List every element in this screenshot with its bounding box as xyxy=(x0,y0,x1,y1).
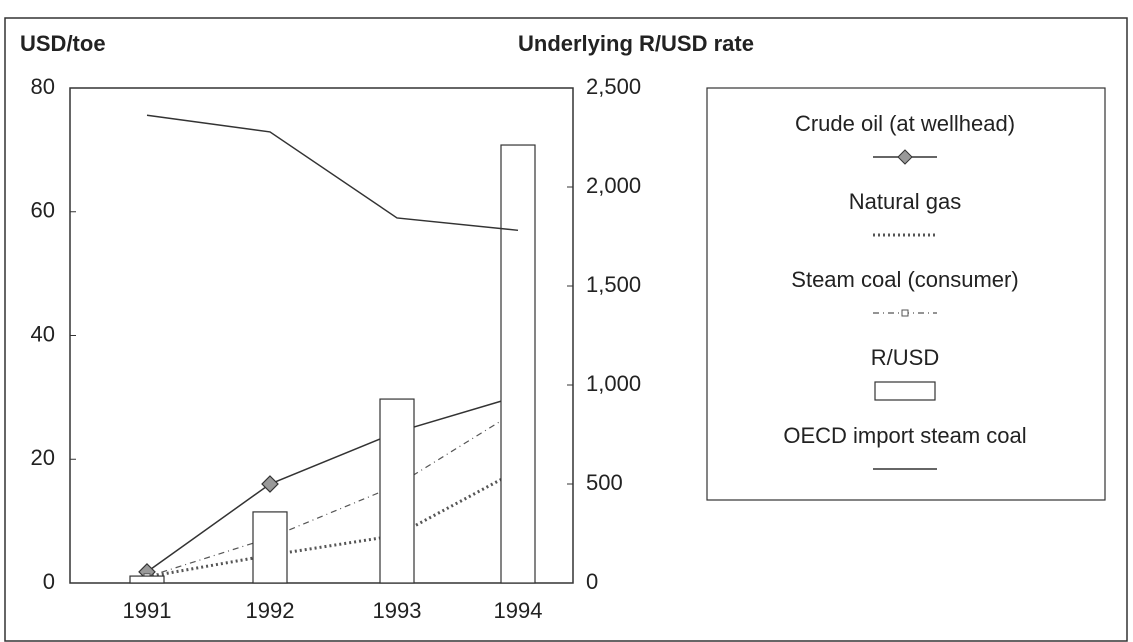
y2-tick-label: 1,000 xyxy=(586,371,641,396)
y2-tick-label: 2,000 xyxy=(586,173,641,198)
y-tick-label: 80 xyxy=(31,74,55,99)
legend-marker xyxy=(897,149,913,165)
series-line xyxy=(146,395,519,573)
legend-label: Crude oil (at wellhead) xyxy=(795,111,1015,136)
series-line xyxy=(146,409,519,578)
y-tick-label: 40 xyxy=(31,321,55,346)
x-tick-label: 1992 xyxy=(246,598,295,623)
y-tick-label: 0 xyxy=(43,569,55,594)
y2-axis-title: Underlying R/USD rate xyxy=(518,31,754,56)
plot-frame xyxy=(69,87,574,584)
legend-label: Natural gas xyxy=(849,189,962,214)
y2-tick-label: 1,500 xyxy=(586,272,641,297)
legend-marker xyxy=(901,309,909,317)
x-tick-label: 1994 xyxy=(494,598,543,623)
y-tick-label: 60 xyxy=(31,198,55,223)
legend-label: Steam coal (consumer) xyxy=(791,267,1018,292)
x-tick-label: 1991 xyxy=(123,598,172,623)
bar xyxy=(500,144,536,584)
y-axis-title: USD/toe xyxy=(20,31,106,56)
series-line xyxy=(146,114,519,232)
y2-tick-label: 2,500 xyxy=(586,74,641,99)
legend-box xyxy=(706,87,1106,501)
bar xyxy=(129,575,165,584)
chart-frame xyxy=(4,17,1128,642)
x-tick-label: 1993 xyxy=(373,598,422,623)
bar xyxy=(252,511,288,584)
legend-label: OECD import steam coal xyxy=(783,423,1026,448)
legend-swatch xyxy=(874,381,936,401)
y2-tick-label: 0 xyxy=(586,569,598,594)
bar xyxy=(379,398,415,584)
legend-label: R/USD xyxy=(871,345,939,370)
y-tick-label: 20 xyxy=(31,445,55,470)
point-marker xyxy=(261,475,279,493)
y2-tick-label: 500 xyxy=(586,470,623,495)
series-line xyxy=(146,469,519,579)
